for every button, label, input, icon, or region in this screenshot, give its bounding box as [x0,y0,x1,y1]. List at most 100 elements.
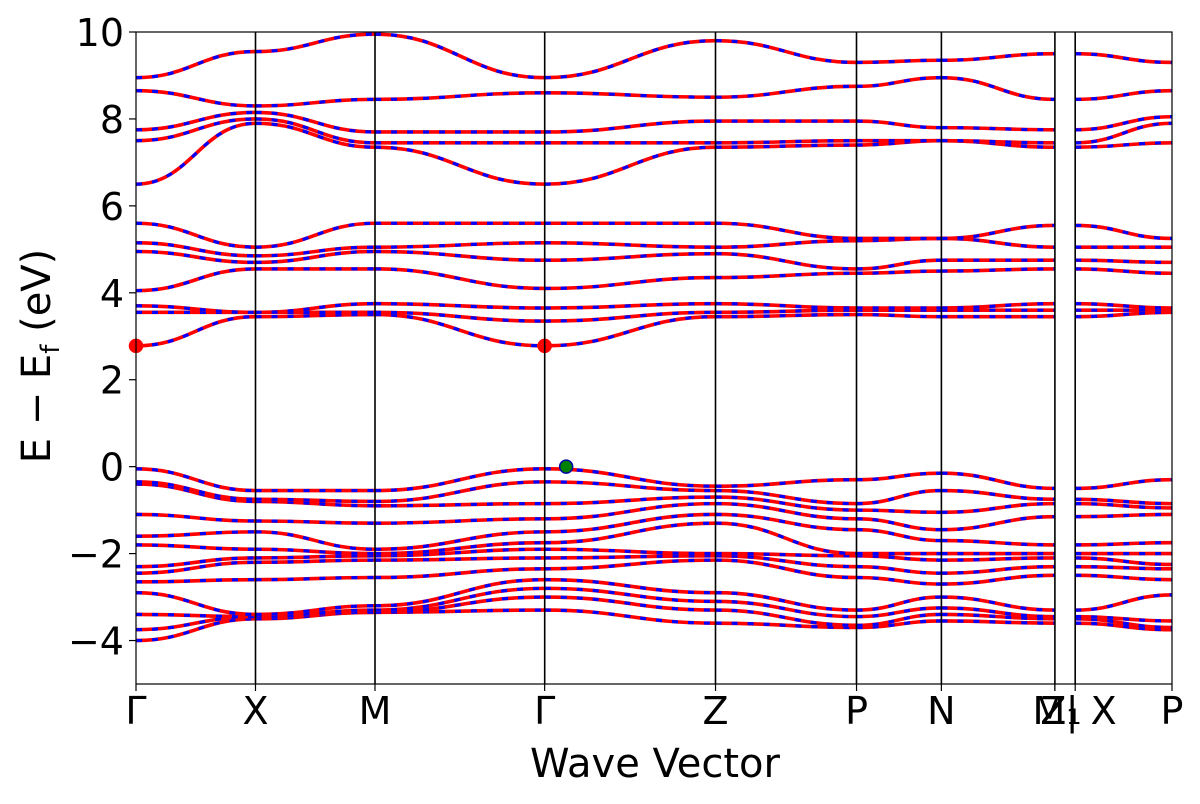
y-axis-label-main: E − E [14,354,60,464]
band-0-segment-3-overlay [544,608,716,625]
band-24-segment-4-overlay [715,39,857,65]
band-13-segment-7-overlay [1075,310,1172,319]
band-20-segment-1-overlay [255,121,375,149]
kpoint-lines [254,32,1076,684]
band-5-segment-7-overlay [1075,565,1172,571]
band-4-segment-3-overlay [544,558,716,571]
band-18-segment-6-overlay [941,236,1055,249]
band-1-segment-0-overlay [136,615,256,632]
band-6-segment-4-overlay [715,552,857,558]
band-5-segment-5 [856,564,942,575]
band-2-segment-6-overlay [941,606,1055,619]
band-0-segment-5 [856,619,942,630]
band-11-segment-4-overlay [715,488,857,506]
band-7-segment-3 [544,521,716,545]
band-9-segment-2-overlay [374,517,545,525]
band-24-segment-7-overlay [1075,52,1172,65]
band-21-segment-0-overlay [136,117,256,143]
band-17-segment-0-overlay [136,249,256,264]
band-24-segment-5 [856,58,942,65]
band-8-segment-7-overlay [1075,541,1172,547]
band-12-segment-3-overlay [544,467,716,488]
band-13-segment-0 [136,314,256,348]
band-15-segment-4-overlay [715,302,857,310]
band-3-segment-2 [374,577,545,608]
band-0-segment-6-overlay [941,619,1055,625]
band-9-segment-1 [255,519,375,525]
band-12-segment-6-overlay [941,471,1055,490]
x-tick-label-4: Z [703,689,729,733]
band-10-segment-1 [255,499,375,508]
band-22-segment-5 [856,119,942,130]
band-24-segment-6-overlay [941,52,1055,62]
band-2-segment-7-overlay [1075,615,1172,623]
band-4-segment-4-overlay [715,558,857,580]
band-19-segment-4-overlay [715,221,857,241]
x-tick-label-7: M [1032,689,1065,733]
band-18-segment-1-overlay [255,245,375,258]
band-23-segment-7-overlay [1075,89,1172,101]
band-20-segment-3 [544,145,716,186]
band-22-segment-3-overlay [544,119,716,134]
y-axis-label-unit: (eV) [14,249,60,345]
x-tick-label-5: P [845,689,868,733]
band-1-segment-5 [856,612,942,628]
markers-layer [128,338,574,474]
band-23-segment-0 [136,88,256,108]
band-13-segment-4-overlay [715,312,857,319]
vbm-marker-2 [558,459,574,474]
x-tick-label-6: N [927,689,955,733]
band-8-segment-1 [255,530,375,552]
band-11-segment-1 [255,497,375,504]
band-13-segment-1 [255,312,375,319]
band-2-segment-4-overlay [715,599,857,619]
bands-layer [136,32,1172,643]
x-tick-label-3: Γ [534,689,555,733]
band-18-segment-3-overlay [544,241,716,249]
y-axis-label: E − Ef (eV) [14,249,66,464]
band-17-segment-3-overlay [544,252,716,262]
band-6-segment-0-overlay [136,556,256,569]
band-9-segment-6-overlay [941,515,1055,532]
band-1-segment-6-overlay [941,612,1055,621]
band-11-segment-0-overlay [136,480,256,501]
band-24-segment-3 [544,38,716,80]
band-3-segment-5 [856,595,942,612]
band-8-segment-4-overlay [715,512,857,532]
band-19-segment-0-overlay [136,221,256,249]
band-3-segment-4-overlay [715,591,857,612]
band-3-segment-0-overlay [136,591,256,617]
band-6-segment-2-overlay [374,547,545,558]
band-3-segment-1-overlay [255,604,375,617]
band-13-segment-5 [856,312,942,319]
band-16-segment-4-overlay [715,271,857,280]
band-4-segment-2-overlay [374,567,545,580]
band-8-segment-1-overlay [255,530,375,551]
band-17-segment-4 [715,251,857,271]
band-24-segment-1 [255,32,375,54]
band-1-segment-2-overlay [374,595,545,614]
band-18-segment-4-overlay [715,239,857,249]
band-7-segment-1 [255,547,375,556]
band-17-segment-2-overlay [374,249,545,262]
band-16-segment-6-overlay [941,267,1055,273]
band-12-segment-2-overlay [374,467,545,493]
band-7-segment-0 [136,543,256,552]
band-21-segment-4-overlay [715,139,857,145]
band-23-segment-6-overlay [941,76,1055,101]
band-6-segment-6-overlay [941,556,1055,562]
band-5-segment-2-overlay [374,556,545,562]
y-axis: 10 8 6 4 2 0 −2 −4 [68,11,136,664]
band-24-segment-4 [715,38,857,65]
x-tick-label-10: P [1161,689,1184,733]
band-9-segment-7-overlay [1075,512,1172,519]
band-12-segment-4-overlay [715,478,857,488]
band-7-segment-2-overlay [374,541,545,556]
band-12-segment-6 [941,471,1055,491]
band-19-segment-4 [715,221,857,241]
band-4-segment-7-overlay [1075,573,1172,582]
band-11-segment-5 [856,488,942,506]
band-2-segment-5 [856,606,942,619]
band-19-segment-1-overlay [255,221,375,249]
